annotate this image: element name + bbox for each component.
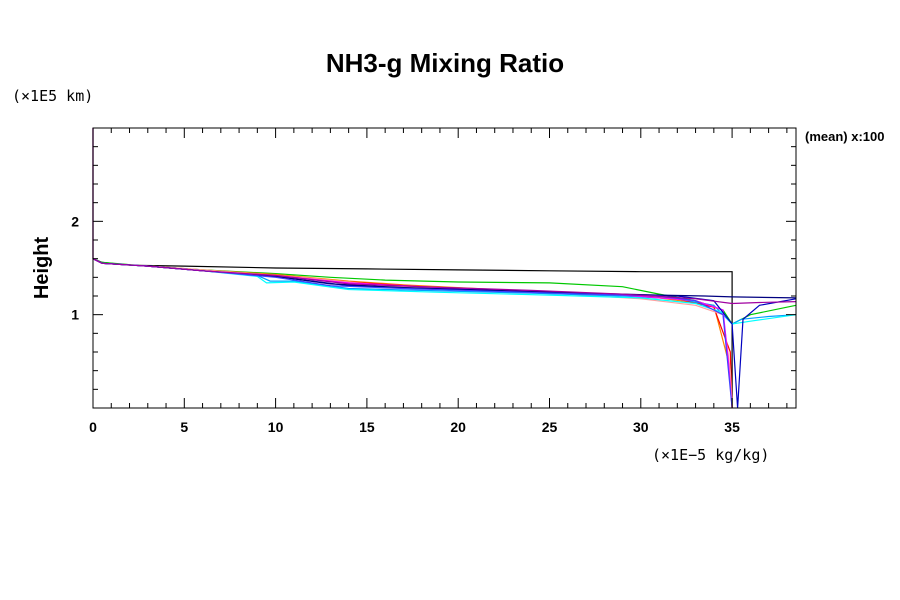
y-axis-unit: (×1E5 km) xyxy=(12,87,93,105)
y-tick-label: 1 xyxy=(71,307,79,323)
x-tick-label: 25 xyxy=(542,419,558,435)
x-tick-label: 0 xyxy=(89,419,97,435)
ticks-layer: 0 5 10 15 20 25 30 35 1 2 xyxy=(71,128,796,435)
plot-frame xyxy=(92,127,797,409)
series-line-8 xyxy=(92,128,733,409)
x-tick-label: 30 xyxy=(633,419,649,435)
series-line-1 xyxy=(92,128,733,408)
x-tick-label: 15 xyxy=(359,419,375,435)
x-axis-unit: (×1E−5 kg/kg) xyxy=(652,446,769,464)
series-line-6 xyxy=(92,258,797,325)
x-tick-label: 35 xyxy=(724,419,740,435)
mean-annotation: (mean) x:100 xyxy=(805,129,884,144)
chart-title: NH3-g Mixing Ratio xyxy=(326,48,564,78)
x-tick-label: 20 xyxy=(450,419,466,435)
series-layer xyxy=(92,128,797,409)
x-tick-label: 10 xyxy=(268,419,284,435)
y-tick-label: 2 xyxy=(71,213,79,229)
y-axis-title: Height xyxy=(31,237,53,300)
series-line-12 xyxy=(92,258,797,305)
x-tick-label: 5 xyxy=(180,419,188,435)
